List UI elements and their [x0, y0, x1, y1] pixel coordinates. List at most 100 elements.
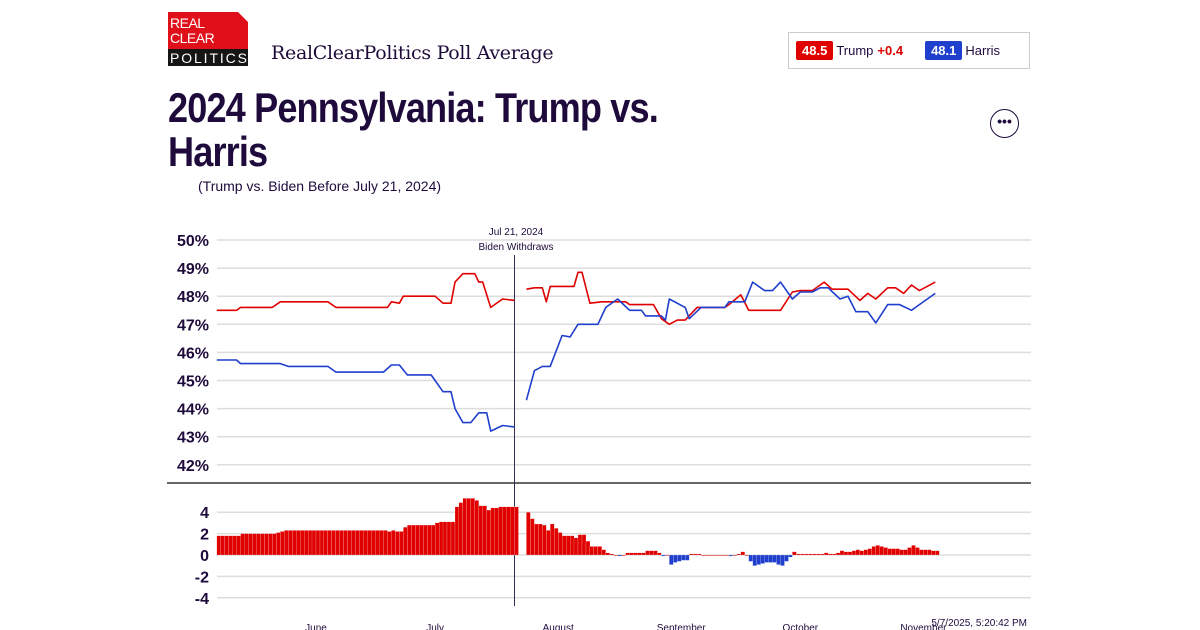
spread-bar — [935, 550, 940, 556]
spread-bar — [331, 530, 336, 556]
spread-bar — [653, 550, 658, 556]
spread-bar — [665, 554, 670, 556]
spread-bar — [589, 546, 595, 556]
spread-bar — [585, 540, 591, 556]
spread-tick-label: -4 — [195, 591, 209, 608]
y-tick-label: 45% — [177, 374, 209, 391]
spread-bar — [375, 530, 380, 556]
harris-line — [525, 281, 936, 401]
spread-bar — [538, 523, 543, 556]
timestamp: 5/7/2025, 5:20:42 PM — [931, 618, 1027, 629]
spread-tick-label: 2 — [200, 527, 209, 544]
spread-bar — [915, 547, 920, 556]
spread-bar — [216, 535, 221, 556]
spread-bar — [573, 537, 579, 556]
spread-tick-label: -2 — [195, 569, 209, 586]
x-tick-label: November — [900, 623, 947, 630]
rcp-logo[interactable]: REAL CLEAR POLITICS — [168, 12, 248, 66]
poll-legend: 48.5 Trump +0.4 48.1 Harris — [788, 32, 1030, 69]
spread-bar — [236, 535, 241, 556]
spread-bar — [887, 548, 892, 556]
spread-bar — [808, 553, 813, 556]
spread-bar — [403, 527, 408, 556]
spread-bar — [843, 551, 849, 556]
spread-bar — [478, 505, 483, 556]
spread-bar — [415, 524, 420, 556]
spread-bar — [458, 502, 463, 556]
spread-bar — [637, 552, 642, 556]
spread-bar — [871, 546, 876, 556]
spread-bar — [407, 524, 412, 556]
spread-bar — [466, 498, 471, 556]
y-tick-label: 43% — [177, 430, 209, 447]
spread-bar — [565, 535, 571, 556]
spread-bar — [895, 548, 900, 556]
spread-bar — [268, 533, 273, 556]
brand-title: RealClearPolitics Poll Average — [271, 42, 554, 64]
spread-bar — [577, 534, 583, 556]
y-tick-label: 46% — [177, 345, 209, 362]
spread-bar — [748, 554, 753, 562]
spread-bar — [534, 523, 539, 556]
spread-bar — [383, 530, 388, 556]
spread-bar — [605, 552, 610, 556]
spread-bar — [919, 549, 924, 556]
y-tick-label: 42% — [177, 458, 209, 475]
spread-bar — [343, 530, 348, 556]
spread-bar — [494, 507, 499, 556]
spread-bar — [899, 549, 904, 556]
spread-bar — [391, 530, 396, 556]
spread-tick-label: 4 — [200, 505, 209, 522]
spread-bar — [363, 530, 368, 556]
spread-bar — [764, 554, 769, 563]
spread-bar — [633, 552, 638, 556]
spread-bar — [442, 521, 448, 556]
spread-bar — [474, 500, 479, 556]
spread-bar — [827, 553, 833, 556]
spread-bar — [645, 550, 650, 556]
spread-bar — [629, 552, 634, 556]
spread-bar — [772, 554, 777, 563]
spread-bar — [661, 554, 666, 557]
spread-bar — [395, 531, 400, 556]
spread-bar — [280, 531, 285, 556]
spread-bar — [351, 530, 356, 556]
spread-bar — [835, 552, 841, 556]
spread-bar — [371, 530, 376, 556]
spread-bar — [319, 530, 325, 556]
spread-bar — [399, 531, 404, 556]
spread-bar — [593, 546, 599, 556]
spread-bar — [879, 546, 884, 556]
spread-bar — [558, 532, 563, 556]
spread-bar — [379, 530, 384, 556]
spread-bar — [907, 547, 912, 556]
harris-value-badge: 48.1 — [925, 41, 963, 60]
spread-bar — [863, 549, 869, 556]
spread-bar — [716, 554, 722, 556]
spread-bar — [256, 533, 261, 556]
spread-bar — [240, 533, 245, 556]
spread-bar — [526, 512, 531, 556]
spread-bar — [820, 553, 825, 556]
spread-bar — [673, 554, 678, 563]
x-tick-label: October — [783, 623, 819, 630]
spread-bar — [264, 533, 269, 556]
spread-bar — [617, 554, 622, 557]
spread-bar — [423, 524, 428, 556]
spread-bar — [542, 524, 547, 556]
spread-bar — [724, 554, 730, 556]
spread-bar — [308, 530, 313, 556]
more-options-button[interactable]: ••• — [990, 109, 1019, 138]
spread-bar — [752, 554, 757, 566]
spread-bar — [923, 549, 928, 556]
spread-bar — [875, 545, 880, 556]
spread-bar — [891, 548, 896, 556]
spread-bar — [851, 550, 857, 556]
spread-bar — [796, 553, 801, 556]
y-tick-label: 47% — [177, 317, 209, 334]
spread-bar — [597, 546, 603, 556]
harris-label: Harris — [965, 43, 1001, 58]
spread-bar — [339, 530, 344, 556]
spread-bar — [768, 554, 773, 563]
spread-bar — [927, 549, 932, 556]
